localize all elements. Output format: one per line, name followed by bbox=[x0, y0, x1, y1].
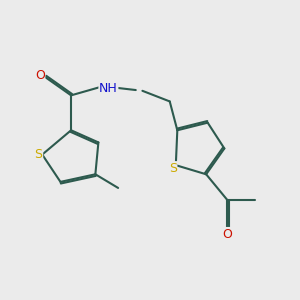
Text: NH: NH bbox=[99, 82, 118, 95]
Text: O: O bbox=[223, 228, 232, 241]
Text: S: S bbox=[169, 162, 177, 175]
Text: O: O bbox=[35, 68, 45, 82]
Text: S: S bbox=[34, 148, 43, 161]
